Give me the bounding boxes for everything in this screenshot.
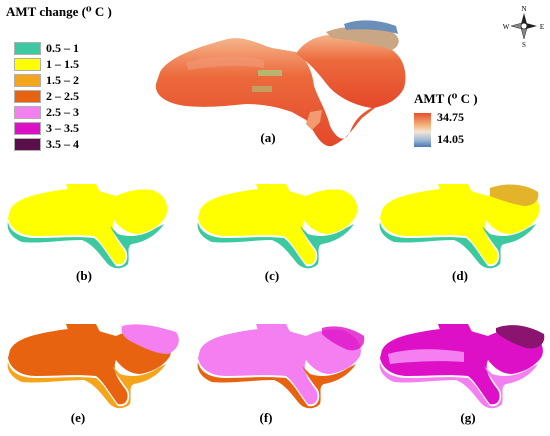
- map-b: [7, 184, 168, 269]
- panel-label-d: (d): [452, 268, 468, 283]
- legend-item: 1.5 – 2: [14, 72, 79, 88]
- legend-label: 3 – 3.5: [46, 120, 79, 135]
- legend-swatch: [14, 137, 41, 151]
- map-f: [197, 324, 365, 409]
- legend: 0.5 – 1 1 – 1.5 1.5 – 2 2 – 2.5 2.5 – 3 …: [14, 40, 79, 152]
- legend-title: AMT change (⁰ C ): [6, 4, 112, 19]
- compass-icon: N S W E: [503, 5, 544, 49]
- map-d: [379, 184, 540, 269]
- legend-label: 2 – 2.5: [46, 88, 79, 103]
- legend-item: 1 – 1.5: [14, 56, 79, 72]
- panel-label-g: (g): [460, 410, 476, 425]
- compass-n: N: [521, 5, 526, 13]
- panel-label-b: (b): [76, 268, 92, 283]
- legend-label: 1 – 1.5: [46, 56, 79, 71]
- colorbar-title: AMT (⁰ C ): [414, 91, 478, 106]
- legend-label: 1.5 – 2: [46, 72, 79, 87]
- legend-swatch: [14, 89, 41, 103]
- map-e: [7, 324, 179, 409]
- panel-label-c: (c): [264, 268, 280, 283]
- panel-label-a: (a): [260, 130, 276, 145]
- panel-label-f: (f): [259, 410, 273, 425]
- legend-swatch: [14, 73, 41, 87]
- map-g: [379, 324, 545, 409]
- legend-swatch: [14, 57, 41, 71]
- legend-label: 0.5 – 1: [46, 40, 79, 55]
- compass-e: E: [540, 23, 544, 31]
- legend-swatch: [14, 105, 41, 119]
- legend-item: 3.5 – 4: [14, 136, 79, 152]
- panel-label-e: (e): [70, 410, 86, 425]
- colorbar: [414, 113, 431, 147]
- legend-swatch: [14, 121, 41, 135]
- colorbar-max: 34.75: [437, 110, 464, 124]
- legend-item: 2.5 – 3: [14, 104, 79, 120]
- compass-s: S: [522, 41, 526, 49]
- legend-item: 0.5 – 1: [14, 40, 79, 56]
- legend-label: 3.5 – 4: [46, 136, 79, 151]
- map-a: [155, 20, 406, 147]
- compass-w: W: [503, 23, 510, 31]
- legend-item: 2 – 2.5: [14, 88, 79, 104]
- legend-item: 3 – 3.5: [14, 120, 79, 136]
- map-c: [197, 184, 358, 269]
- legend-swatch: [14, 41, 41, 55]
- colorbar-min: 14.05: [437, 132, 464, 146]
- legend-label: 2.5 – 3: [46, 104, 79, 119]
